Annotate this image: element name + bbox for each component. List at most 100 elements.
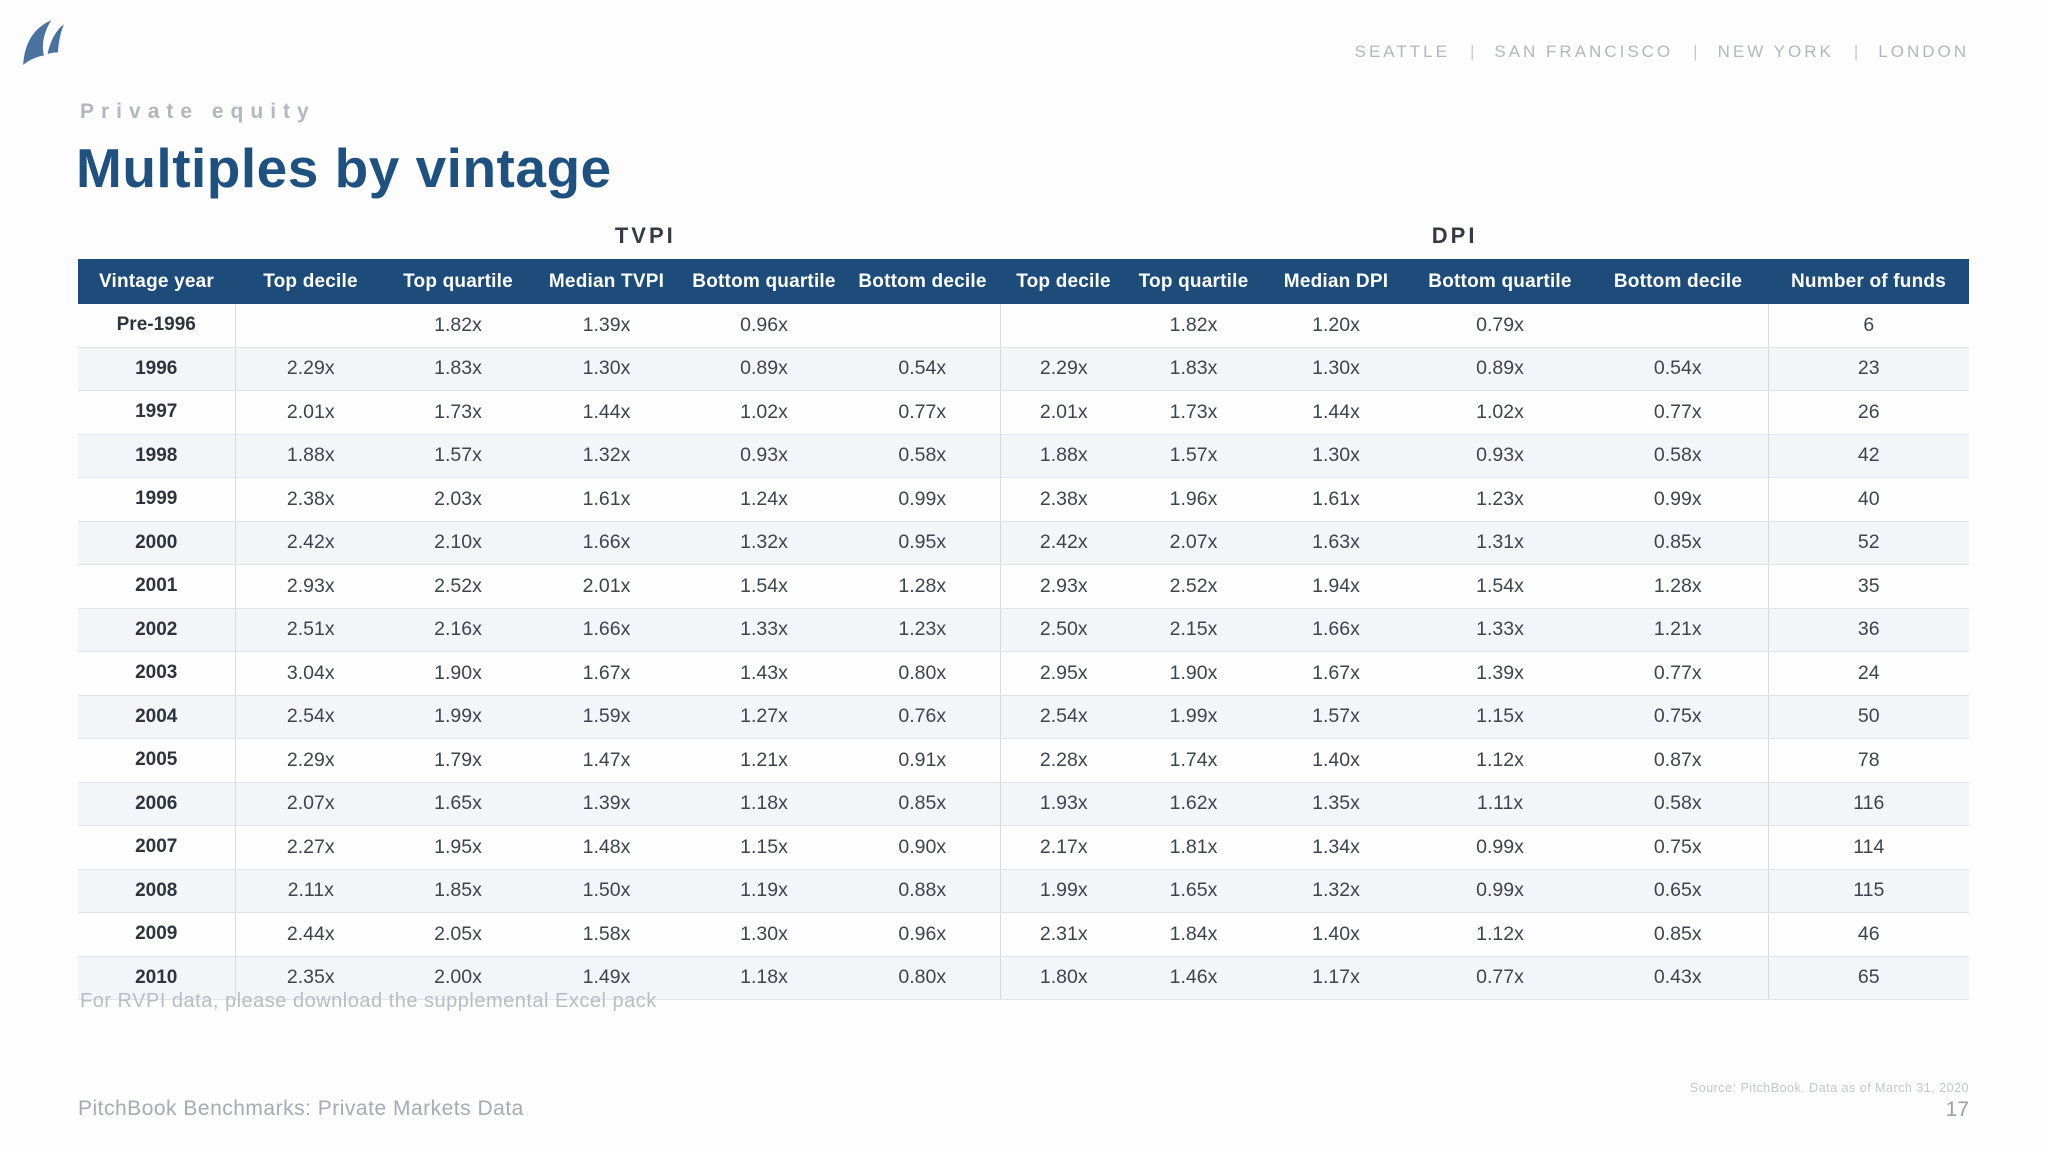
multiple-value-cell: 2.01x <box>235 390 386 435</box>
multiple-value-cell: 2.07x <box>1127 521 1260 565</box>
multiple-value-cell: 1.43x <box>683 651 845 696</box>
multiple-value-cell: 1.99x <box>386 695 530 739</box>
column-header-median-dpi: Median DPI <box>1260 259 1412 304</box>
multiple-value-cell: 2.52x <box>386 564 530 609</box>
number-of-funds-cell: 40 <box>1768 477 1969 522</box>
vintage-year-cell: 2001 <box>78 564 236 609</box>
table-row: 2002 2.51x 2.16x 1.66x 1.33x 1.23x 2.50x 2.15x 1… <box>78 608 1969 652</box>
multiple-value-cell: 1.84x <box>1127 912 1260 957</box>
table-row: 1997 2.01x 1.73x 1.44x 1.02x 0.77x 2.01x 1.73x 1… <box>78 390 1969 435</box>
vintage-year-cell: 2006 <box>78 782 236 826</box>
multiple-value-cell: 1.73x <box>386 390 530 435</box>
number-of-funds-cell: 52 <box>1768 521 1969 565</box>
multiple-value-cell: 3.04x <box>235 651 386 696</box>
multiple-value-cell: 2.93x <box>1000 564 1127 609</box>
table-row: 2004 2.54x 1.99x 1.59x 1.27x 0.76x 2.54x 1.99x 1… <box>78 695 1969 739</box>
multiple-value-cell: 1.17x <box>1260 956 1412 1000</box>
group-labels: TVPI DPI <box>78 221 1969 259</box>
multiple-value-cell: 0.85x <box>1588 912 1769 957</box>
multiple-value-cell: 0.58x <box>845 434 1001 478</box>
multiple-value-cell: 1.65x <box>1127 869 1260 913</box>
multiple-value-cell: 1.47x <box>530 738 683 783</box>
column-header-median-tvpi: Median TVPI <box>530 259 683 304</box>
multiple-value-cell: 1.82x <box>386 304 530 348</box>
multiple-value-cell: 1.02x <box>1412 390 1588 435</box>
column-header-vintage-year: Vintage year <box>78 259 235 304</box>
multiple-value-cell: 2.31x <box>1000 912 1127 957</box>
multiple-value-cell: 0.80x <box>845 651 1001 696</box>
column-header-dpi-bottom-decile: Bottom decile <box>1588 259 1768 304</box>
multiple-value-cell: 1.50x <box>530 869 683 913</box>
multiples-table: Vintage year Top decile Top quartile Med… <box>78 259 1969 1000</box>
vintage-year-cell: 2003 <box>78 651 236 696</box>
multiple-value-cell: 1.12x <box>1412 912 1588 957</box>
multiple-value-cell: 0.58x <box>1588 782 1769 826</box>
multiple-value-cell: 1.11x <box>1412 782 1588 826</box>
column-header-tvpi-bottom-quartile: Bottom quartile <box>683 259 845 304</box>
multiple-value-cell: 0.96x <box>845 912 1001 957</box>
number-of-funds-cell: 50 <box>1768 695 1969 739</box>
multiple-value-cell: 1.54x <box>683 564 845 609</box>
multiple-value-cell: 1.85x <box>386 869 530 913</box>
multiple-value-cell: 1.19x <box>683 869 845 913</box>
multiple-value-cell: 2.16x <box>386 608 530 652</box>
multiple-value-cell: 0.95x <box>845 521 1001 565</box>
multiple-value-cell: 1.61x <box>1260 477 1412 522</box>
multiple-value-cell: 1.39x <box>1412 651 1588 696</box>
multiples-table-zone: TVPI DPI Vintage year Top decile Top qua… <box>78 221 1969 1000</box>
vintage-year-cell: 2000 <box>78 521 236 565</box>
multiple-value-cell: 0.79x <box>1412 304 1588 348</box>
pitchbook-logo <box>23 20 64 65</box>
multiple-value-cell: 2.42x <box>1000 521 1127 565</box>
multiple-value-cell: 0.54x <box>845 347 1001 391</box>
multiple-value-cell: 2.95x <box>1000 651 1127 696</box>
multiple-value-cell: 1.33x <box>683 608 845 652</box>
table-row: 2009 2.44x 2.05x 1.58x 1.30x 0.96x 2.31x 1.84x 1… <box>78 912 1969 957</box>
multiple-value-cell: 1.80x <box>1000 956 1127 1000</box>
multiple-value-cell: 1.15x <box>683 825 845 870</box>
multiple-value-cell: 2.54x <box>1000 695 1127 739</box>
multiple-value-cell: 1.90x <box>386 651 530 696</box>
table-row: 1996 2.29x 1.83x 1.30x 0.89x 0.54x 2.29x 1.83x 1… <box>78 347 1969 391</box>
multiple-value-cell <box>845 304 1001 348</box>
column-header-number-of-funds: Number of funds <box>1768 259 1969 304</box>
multiple-value-cell: 0.99x <box>1412 869 1588 913</box>
multiple-value-cell: 2.51x <box>235 608 386 652</box>
multiple-value-cell: 2.03x <box>386 477 530 522</box>
dpi-group-label: DPI <box>1431 223 1478 248</box>
multiple-value-cell: 0.77x <box>1412 956 1588 1000</box>
multiple-value-cell: 2.11x <box>235 869 386 913</box>
multiple-value-cell: 0.89x <box>1412 347 1588 391</box>
multiple-value-cell: 0.65x <box>1588 869 1769 913</box>
source-note: Source: PitchBook. Data as of March 31, … <box>1689 1081 1969 1095</box>
multiple-value-cell: 0.80x <box>845 956 1001 1000</box>
multiple-value-cell: 1.44x <box>1260 390 1412 435</box>
multiple-value-cell: 1.96x <box>1127 477 1260 522</box>
multiple-value-cell: 0.91x <box>845 738 1001 783</box>
vintage-year-cell: 2007 <box>78 825 236 870</box>
multiple-value-cell <box>1588 304 1769 348</box>
multiple-value-cell: 1.48x <box>530 825 683 870</box>
multiple-value-cell: 2.29x <box>235 347 386 391</box>
multiple-value-cell: 0.99x <box>1588 477 1769 522</box>
multiple-value-cell: 1.18x <box>683 956 845 1000</box>
multiple-value-cell: 1.94x <box>1260 564 1412 609</box>
table-row: 1998 1.88x 1.57x 1.32x 0.93x 0.58x 1.88x 1.57x 1… <box>78 434 1969 478</box>
vintage-year-cell: 2008 <box>78 869 236 913</box>
city-label-san-francisco: SAN FRANCISCO <box>1450 42 1673 62</box>
multiple-value-cell: 1.73x <box>1127 390 1260 435</box>
multiple-value-cell: 1.57x <box>386 434 530 478</box>
multiple-value-cell: 1.39x <box>530 782 683 826</box>
table-row: Pre-1996 1.82x 1.39x 0.96x 1.82x 1.20x 0.79x 6 <box>78 304 1969 348</box>
multiple-value-cell: 1.33x <box>1412 608 1588 652</box>
number-of-funds-cell: 24 <box>1768 651 1969 696</box>
page-number: 17 <box>1945 1098 1969 1121</box>
multiple-value-cell: 2.15x <box>1127 608 1260 652</box>
multiple-value-cell: 1.99x <box>1000 869 1127 913</box>
multiple-value-cell: 2.54x <box>235 695 386 739</box>
multiple-value-cell: 0.96x <box>683 304 845 348</box>
column-header-dpi-top-decile: Top decile <box>1000 259 1127 304</box>
column-header-tvpi-top-quartile: Top quartile <box>386 259 530 304</box>
multiple-value-cell: 1.59x <box>530 695 683 739</box>
